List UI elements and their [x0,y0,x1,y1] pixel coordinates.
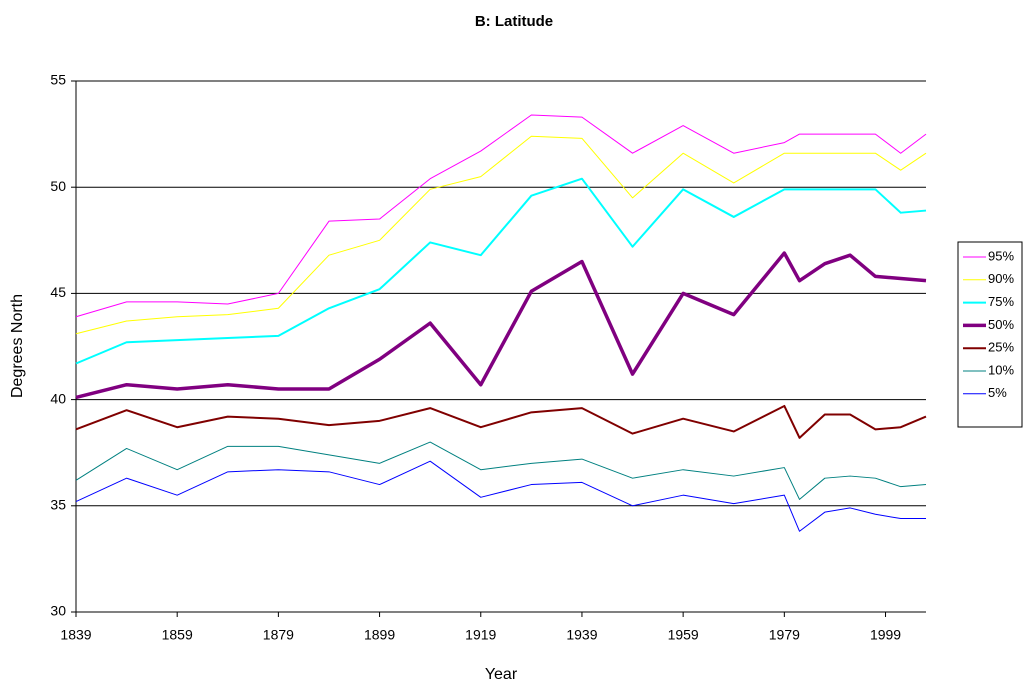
y-axis-title: Degrees North [9,294,26,398]
series-line [75,441,927,500]
x-tick-label: 1899 [364,627,395,643]
series-line [75,114,927,318]
y-tick-label: 35 [50,497,66,513]
legend-label: 90% [988,271,1014,286]
legend-label: 75% [988,294,1014,309]
series-line [75,251,927,400]
legend-label: 10% [988,362,1014,377]
x-tick-label: 1879 [263,627,294,643]
legend-label: 50% [988,317,1014,332]
series-line [75,460,926,532]
x-tick-label: 1839 [60,627,91,643]
x-tick-label: 1979 [769,627,800,643]
y-tick-label: 45 [50,284,66,300]
chart-title: B: Latitude [475,13,553,30]
series-line [75,135,927,335]
legend-box [957,241,1023,428]
legend-label: 95% [988,248,1014,263]
y-tick-label: 55 [50,72,66,88]
x-tick-label: 1859 [162,627,193,643]
x-tick-label: 1999 [870,627,901,643]
legend-label: 25% [988,340,1014,355]
x-tick-label: 1939 [566,627,597,643]
x-tick-label: 1959 [668,627,699,643]
y-tick-label: 40 [50,390,66,406]
series-line [75,404,927,439]
legend-label: 5% [988,385,1007,400]
y-tick-label: 30 [50,603,66,619]
series-line [75,177,927,365]
y-tick-label: 50 [50,178,66,194]
x-tick-label: 1919 [465,627,496,643]
x-axis-title: Year [485,666,518,683]
